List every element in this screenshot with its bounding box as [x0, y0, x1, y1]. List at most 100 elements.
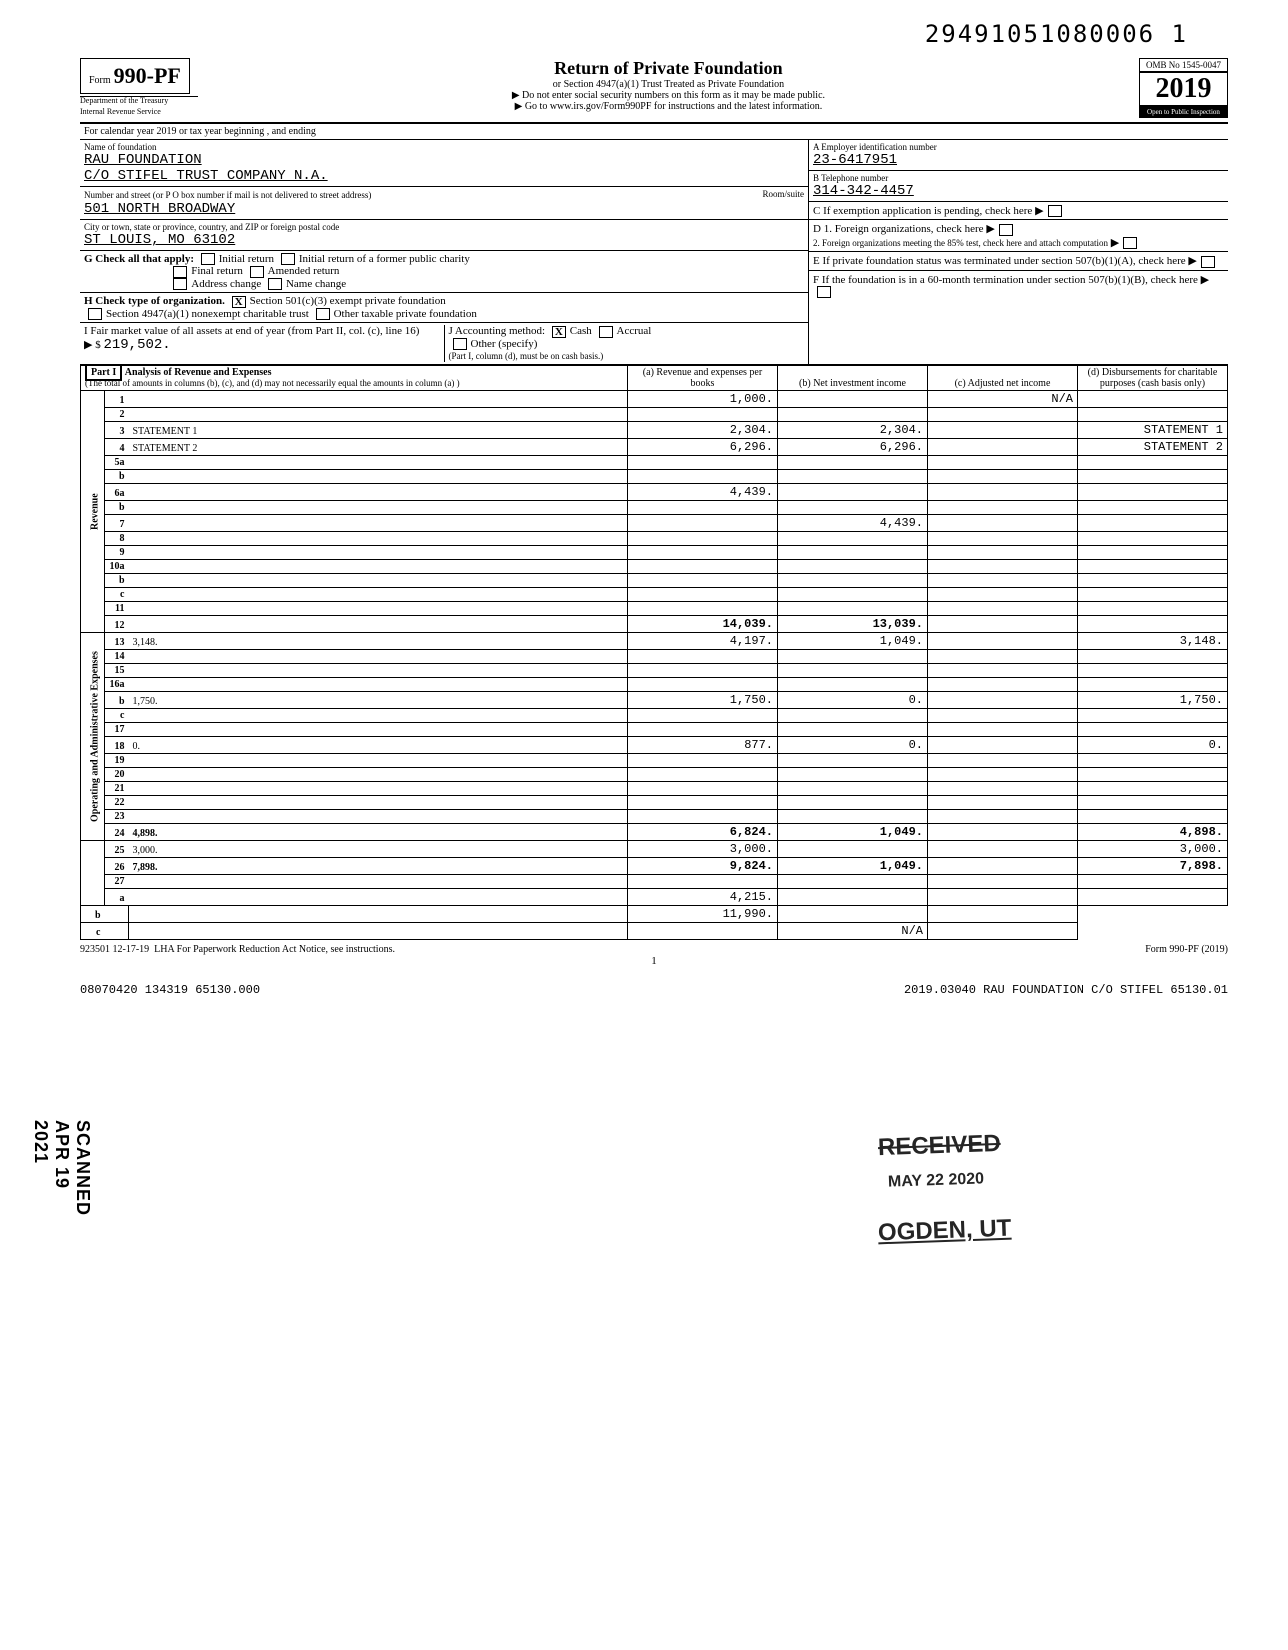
cell-col-a: [628, 408, 778, 422]
name-of-foundation-block: Name of foundation RAU FOUNDATION C/O ST…: [80, 140, 808, 187]
table-row: 180.877.0.0.: [81, 737, 1228, 754]
line-number: 9: [105, 546, 129, 560]
cell-col-c: [928, 574, 1078, 588]
checkbox-name-change[interactable]: [268, 278, 282, 290]
cell-col-a: 14,039.: [628, 616, 778, 633]
table-row: 9: [81, 546, 1228, 560]
line-number: 23: [105, 810, 129, 824]
line-number: c: [105, 588, 129, 602]
cell-col-d: [1078, 546, 1228, 560]
cell-col-c: [928, 723, 1078, 737]
checkbox-cash[interactable]: X: [552, 326, 566, 338]
cell-col-a: 4,439.: [628, 484, 778, 501]
line-number: 10a: [105, 560, 129, 574]
table-row: 8: [81, 532, 1228, 546]
cell-col-d: STATEMENT 2: [1078, 439, 1228, 456]
checkbox-final-return[interactable]: [173, 266, 187, 278]
checkbox-other-taxable[interactable]: [316, 308, 330, 320]
col-d-header: (d) Disbursements for charitable purpose…: [1078, 366, 1228, 391]
cell-col-b: 0.: [778, 692, 928, 709]
table-row: 23: [81, 810, 1228, 824]
table-row: Revenue11,000.N/A: [81, 391, 1228, 408]
table-row: b: [81, 501, 1228, 515]
cell-col-b: [778, 501, 928, 515]
cell-col-c: [928, 841, 1078, 858]
line-description: [129, 408, 628, 422]
checkbox-d2[interactable]: [1123, 237, 1137, 249]
table-row: 21: [81, 782, 1228, 796]
cell-col-a: 877.: [628, 737, 778, 754]
cell-col-b: [628, 923, 778, 940]
line-description: [129, 754, 628, 768]
checkbox-former-charity[interactable]: [281, 253, 295, 265]
checkbox-address-change[interactable]: [173, 278, 187, 290]
top-page-number: 29491051080006 1: [80, 20, 1228, 48]
checkbox-f[interactable]: [817, 286, 831, 298]
cell-col-c: [928, 664, 1078, 678]
line-number: c: [105, 709, 129, 723]
table-row: 20: [81, 768, 1228, 782]
table-row: 1214,039.13,039.: [81, 616, 1228, 633]
line-number: 18: [105, 737, 129, 754]
line-description: [105, 906, 129, 923]
phone-block: B Telephone number 314-342-4457: [809, 171, 1228, 202]
checkbox-c[interactable]: [1048, 205, 1062, 217]
cell-col-c: [928, 754, 1078, 768]
cell-col-d: [1078, 782, 1228, 796]
footer-code: 923501 12-17-19: [80, 944, 149, 955]
cell-col-d: [1078, 810, 1228, 824]
cell-col-b: 13,039.: [778, 616, 928, 633]
cell-col-d: [1078, 456, 1228, 470]
e-label: E If private foundation status was termi…: [813, 255, 1186, 267]
cell-col-c: [928, 875, 1078, 889]
line-number: 25: [105, 841, 129, 858]
cell-col-a: [628, 602, 778, 616]
checkbox-other-method[interactable]: [453, 338, 467, 350]
table-row: 16a: [81, 678, 1228, 692]
checkbox-e[interactable]: [1201, 256, 1215, 268]
checkbox-amended[interactable]: [250, 266, 264, 278]
dept-treasury: Department of the Treasury: [80, 96, 198, 106]
checkbox-d1[interactable]: [999, 224, 1013, 236]
line-number: 20: [105, 768, 129, 782]
checkbox-initial-return[interactable]: [201, 253, 215, 265]
col-a-header: (a) Revenue and expenses per books: [628, 366, 778, 391]
table-row: a4,215.: [81, 889, 1228, 906]
tax-year: 2019: [1139, 72, 1228, 106]
j-label: J Accounting method:: [449, 325, 546, 337]
cell-col-c: [928, 824, 1078, 841]
line-number: 27: [105, 875, 129, 889]
cell-col-d: [1078, 709, 1228, 723]
cell-col-b: 4,439.: [778, 515, 928, 532]
cell-col-d: [1078, 796, 1228, 810]
opt-501c3: Section 501(c)(3) exempt private foundat…: [250, 295, 446, 307]
cell-col-a: [628, 796, 778, 810]
form-number: 990-PF: [114, 63, 181, 88]
checkbox-accrual[interactable]: [599, 326, 613, 338]
cell-col-b: [778, 754, 928, 768]
checkbox-4947[interactable]: [88, 308, 102, 320]
line-description: [129, 470, 628, 484]
table-row: 2: [81, 408, 1228, 422]
cell-col-b: [778, 574, 928, 588]
name-label: Name of foundation: [84, 142, 804, 152]
table-row: 267,898.9,824.1,049.7,898.: [81, 858, 1228, 875]
cell-col-b: [778, 796, 928, 810]
opt-amended: Amended return: [268, 265, 340, 277]
cell-col-d: [1078, 664, 1228, 678]
cell-col-d: [1078, 574, 1228, 588]
line-description: 7,898.: [129, 858, 628, 875]
line-description: STATEMENT 2: [129, 439, 628, 456]
line-description: [129, 678, 628, 692]
line-number: 14: [105, 650, 129, 664]
cell-col-b: [778, 875, 928, 889]
checkbox-501c3[interactable]: X: [232, 296, 246, 308]
line-number: 24: [105, 824, 129, 841]
cell-col-c: [928, 408, 1078, 422]
cell-col-a: 1,000.: [628, 391, 778, 408]
footer-form-ref: Form 990-PF (2019): [1145, 944, 1228, 955]
cell-col-b: [778, 588, 928, 602]
line-description: 3,000.: [129, 841, 628, 858]
cell-col-c: [928, 602, 1078, 616]
cell-col-a: [628, 456, 778, 470]
